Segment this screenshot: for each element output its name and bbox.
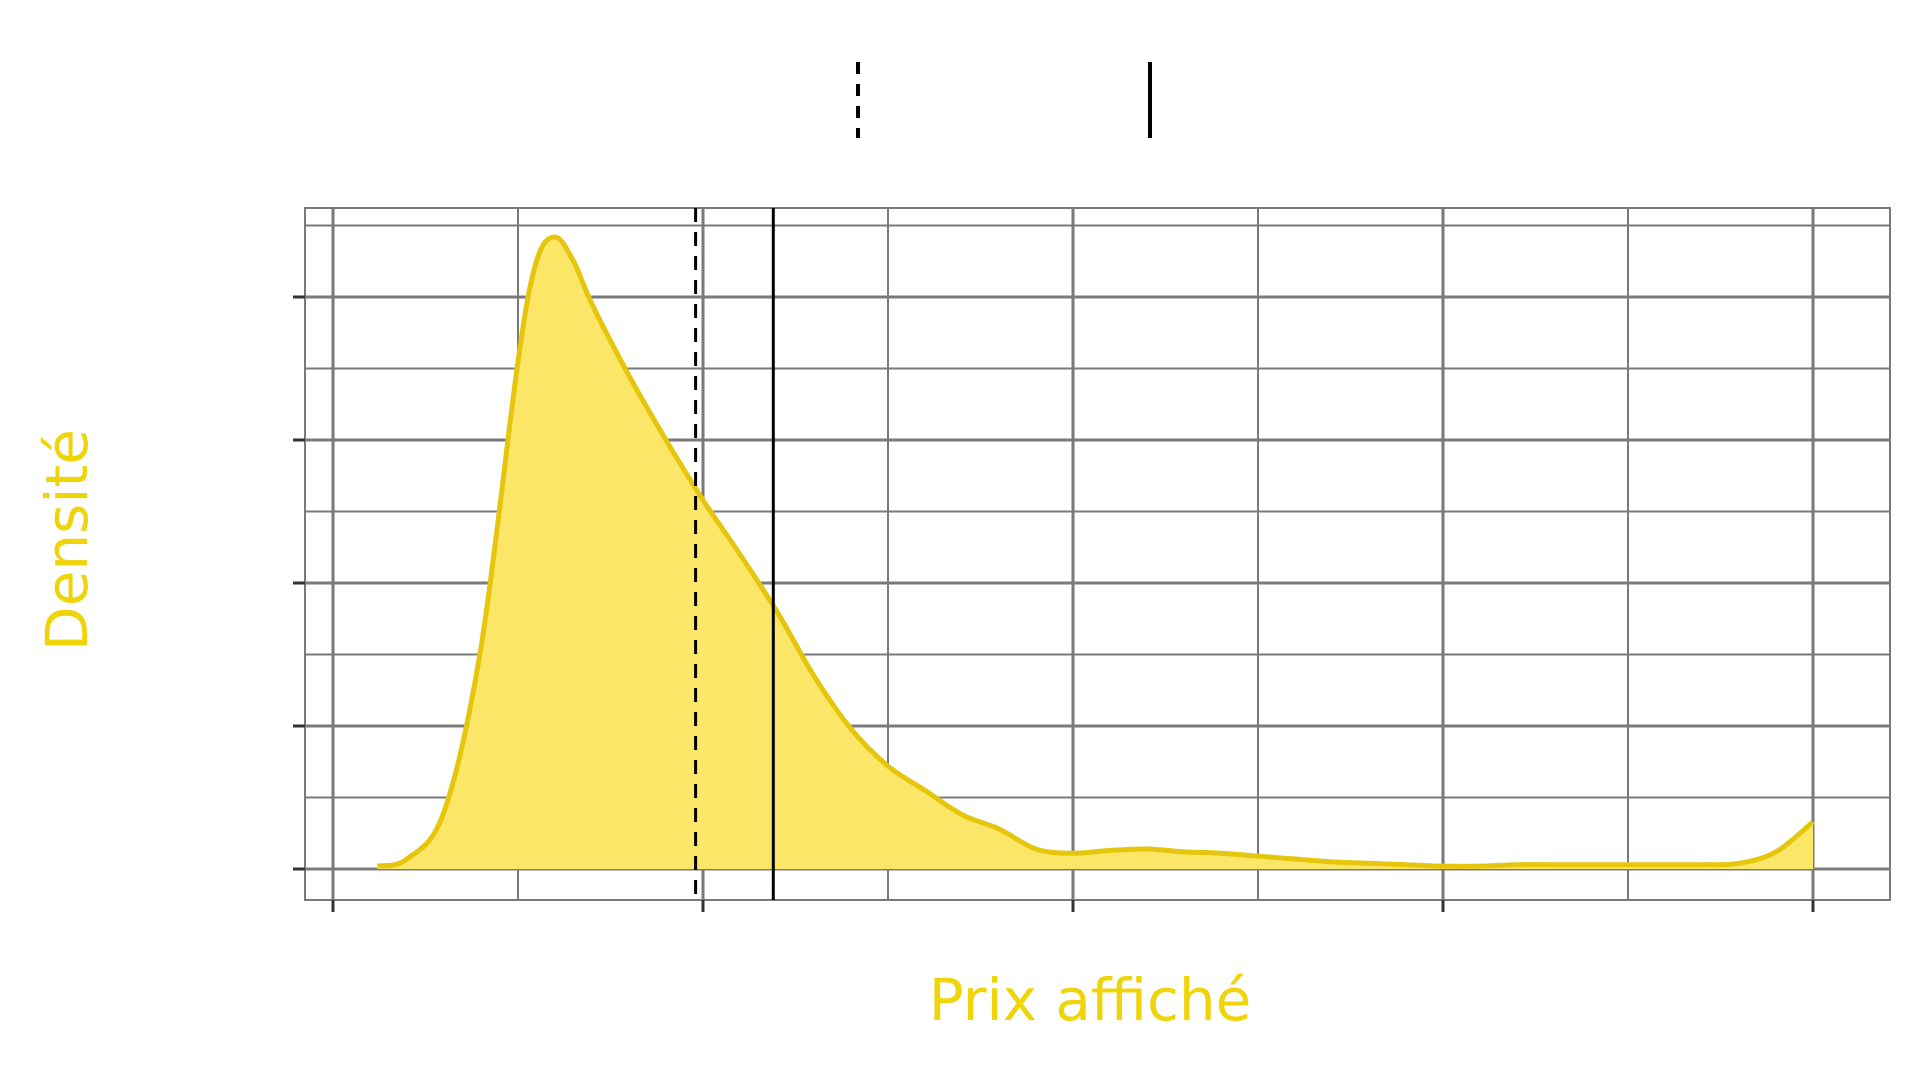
density-area (377, 236, 1813, 869)
x-axis-title: Prix affiché (929, 966, 1252, 1034)
y-axis-title: Densité (33, 429, 101, 651)
density-series (376, 234, 1815, 869)
plot-border (304, 207, 1891, 901)
reference-lines (694, 208, 775, 900)
density-line (376, 234, 1815, 869)
legend (856, 62, 1152, 138)
